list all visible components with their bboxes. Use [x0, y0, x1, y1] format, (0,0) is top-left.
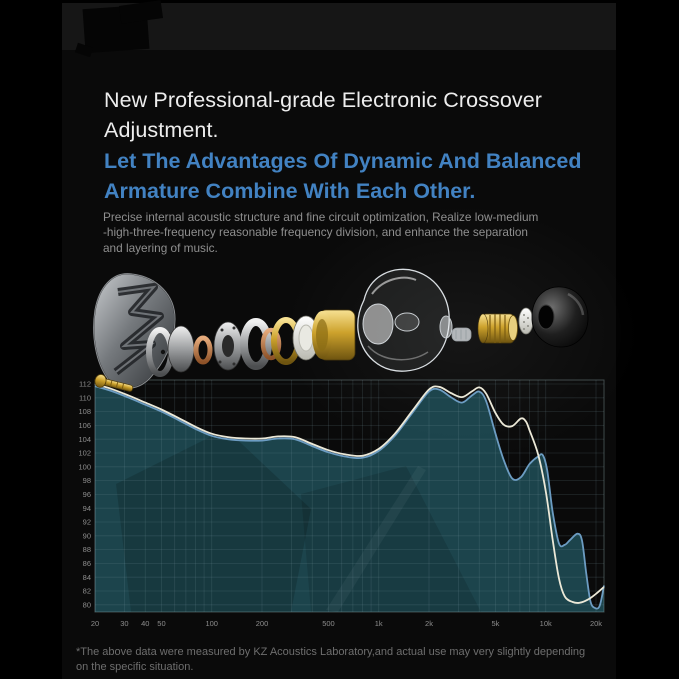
- magnet-cylinder-part: [312, 309, 356, 361]
- svg-text:108: 108: [78, 407, 91, 416]
- mesh-filter-part: [518, 307, 534, 335]
- svg-text:100: 100: [78, 462, 91, 471]
- svg-text:20: 20: [91, 619, 99, 628]
- footnote-line-1: *The above data were measured by KZ Acou…: [76, 646, 586, 658]
- chart-gridlines: [94, 380, 604, 612]
- svg-text:98: 98: [83, 476, 91, 485]
- footnote-line-2: on the specific situation.: [76, 660, 194, 673]
- description-line-2: -high-three-frequency reasonable frequen…: [103, 225, 528, 240]
- transparent-shell-part: [357, 268, 453, 372]
- svg-text:30: 30: [120, 619, 128, 628]
- svg-text:104: 104: [78, 435, 91, 444]
- svg-text:94: 94: [83, 504, 91, 513]
- svg-text:80: 80: [83, 600, 91, 609]
- subtitle-line-2: Armature Combine With Each Other.: [104, 179, 476, 203]
- svg-text:96: 96: [83, 490, 91, 499]
- svg-text:200: 200: [256, 619, 269, 628]
- svg-text:10k: 10k: [540, 619, 552, 628]
- svg-text:50: 50: [157, 619, 165, 628]
- x-axis-labels: 20 30 40 50 100 200 500 1k 2k 5k 10k 20k: [91, 619, 602, 628]
- svg-text:92: 92: [83, 518, 91, 527]
- description-line-3: and layering of music.: [103, 240, 218, 255]
- svg-text:106: 106: [78, 421, 91, 430]
- svg-text:40: 40: [141, 619, 149, 628]
- title-line-2: Adjustment.: [104, 118, 219, 142]
- connector-nub-part: [451, 327, 472, 342]
- photo-shadow-hints: [116, 429, 481, 612]
- svg-text:20k: 20k: [590, 619, 602, 628]
- svg-text:500: 500: [322, 619, 335, 628]
- svg-text:2k: 2k: [425, 619, 433, 628]
- svg-text:5k: 5k: [491, 619, 499, 628]
- y-axis-labels: 112 110 108 106 104 102 100 98 96 94 92 90 88 86 84 82 8…: [78, 380, 91, 610]
- footnote-text: *The above data were measured by KZ Acou…: [76, 645, 585, 674]
- description-line-1: Precise internal acoustic structure and …: [103, 210, 539, 224]
- svg-text:112: 112: [79, 380, 91, 389]
- washer-stack: [146, 315, 320, 377]
- svg-text:100: 100: [205, 619, 218, 628]
- description-text: Precise internal acoustic structure and …: [103, 210, 538, 256]
- screw-pin-part: [94, 374, 134, 392]
- svg-text:90: 90: [83, 531, 91, 540]
- perforated-disc: [213, 321, 243, 371]
- exploded-earphone-illustration: [92, 268, 589, 392]
- svg-text:84: 84: [83, 573, 91, 582]
- title-line-1: New Professional-grade Electronic Crosso…: [104, 88, 543, 112]
- page-subtitle: Let The Advantages Of Dynamic And Balanc…: [104, 146, 581, 206]
- svg-text:102: 102: [78, 449, 91, 458]
- svg-text:82: 82: [83, 587, 91, 596]
- frequency-response-chart: 112 110 108 106 104 102 100 98 96 94 92 90 88 86 84 82 8…: [78, 379, 605, 628]
- eartip-part: [531, 286, 589, 348]
- chart-curves: [94, 383, 605, 610]
- chart-border: [94, 379, 605, 613]
- svg-text:86: 86: [83, 559, 91, 568]
- svg-text:88: 88: [83, 545, 91, 554]
- svg-text:1k: 1k: [375, 619, 383, 628]
- nozzle-part: [477, 313, 518, 344]
- svg-text:110: 110: [79, 393, 91, 402]
- page-title: New Professional-grade Electronic Crosso…: [104, 85, 542, 145]
- chart-area-fill: [95, 386, 604, 612]
- subtitle-line-1: Let The Advantages Of Dynamic And Balanc…: [104, 149, 582, 173]
